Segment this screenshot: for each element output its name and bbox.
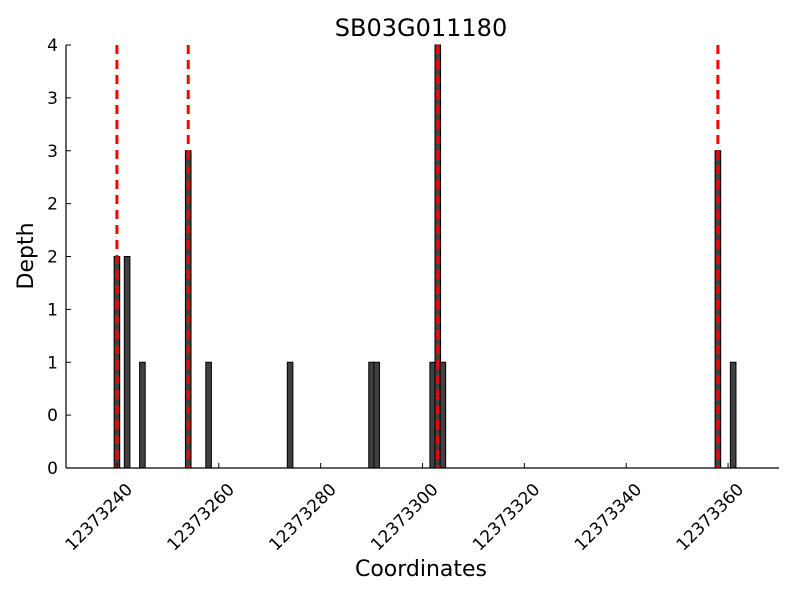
depth-bar-10: [439, 361, 447, 469]
depth-bar-7: [373, 361, 380, 469]
markers-layer: [115, 45, 720, 468]
x-axis-label: Coordinates: [355, 557, 487, 582]
y-tick-label-1: 0: [47, 406, 58, 426]
x-tick-label-6: 12373360: [673, 480, 748, 555]
x-tick-label-0: 12373240: [62, 480, 137, 555]
y-tick-label-2: 1: [47, 353, 58, 373]
y-ticks: 0 0 1 1 2 2 3 3 4: [47, 36, 71, 479]
y-tick-label-6: 3: [47, 142, 58, 162]
y-tick-label-8: 4: [47, 36, 58, 56]
y-tick-label-4: 2: [47, 248, 58, 268]
depth-bar-4: [205, 361, 212, 469]
depth-bar-2: [139, 361, 146, 469]
y-tick-label-0: 0: [47, 459, 58, 479]
x-tick-label-3: 12373300: [367, 480, 442, 555]
x-tick-label-5: 12373340: [571, 480, 646, 555]
y-axis-label: Depth: [14, 222, 39, 289]
x-tick-label-2: 12373280: [265, 480, 340, 555]
depth-bar-12: [729, 361, 737, 469]
depth-bar-1: [123, 256, 131, 469]
x-tick-label-4: 12373320: [469, 480, 544, 555]
chart-title: SB03G011180: [335, 14, 507, 42]
bars-layer: [113, 44, 737, 469]
y-tick-label-5: 2: [47, 195, 58, 215]
y-tick-label-3: 1: [47, 300, 58, 320]
depth-bar-5: [286, 361, 294, 469]
x-tick-label-1: 12373260: [163, 480, 238, 555]
axes-layer: [65, 45, 779, 469]
x-ticks: 12373240 12373260 12373280 12373300 12373320…: [62, 463, 748, 555]
y-tick-label-7: 3: [47, 89, 58, 109]
